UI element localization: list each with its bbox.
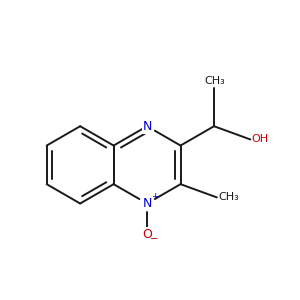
- Text: CH₃: CH₃: [205, 76, 226, 86]
- Text: O: O: [142, 228, 152, 241]
- Text: N: N: [142, 120, 152, 133]
- Text: CH₃: CH₃: [219, 192, 239, 203]
- Text: N: N: [142, 197, 152, 210]
- Text: −: −: [150, 235, 159, 244]
- Text: OH: OH: [252, 134, 269, 144]
- Text: +: +: [151, 193, 159, 202]
